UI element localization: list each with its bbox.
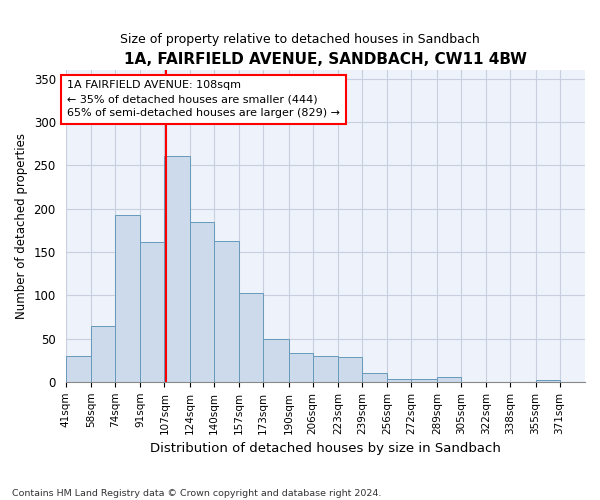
Text: 1A FAIRFIELD AVENUE: 108sqm
← 35% of detached houses are smaller (444)
65% of se: 1A FAIRFIELD AVENUE: 108sqm ← 35% of det…: [67, 80, 340, 118]
Bar: [388, 379, 412, 382]
Bar: [190, 222, 214, 382]
Bar: [91, 326, 115, 382]
Bar: [412, 379, 437, 382]
Bar: [214, 240, 239, 382]
Bar: [263, 338, 289, 382]
Bar: [164, 156, 190, 382]
X-axis label: Distribution of detached houses by size in Sandbach: Distribution of detached houses by size …: [150, 442, 501, 455]
Bar: [338, 356, 362, 382]
Bar: [115, 214, 140, 382]
Bar: [313, 356, 338, 382]
Bar: [437, 378, 461, 382]
Bar: [536, 380, 560, 382]
Bar: [239, 292, 263, 382]
Title: 1A, FAIRFIELD AVENUE, SANDBACH, CW11 4BW: 1A, FAIRFIELD AVENUE, SANDBACH, CW11 4BW: [124, 52, 527, 68]
Text: Contains HM Land Registry data © Crown copyright and database right 2024.: Contains HM Land Registry data © Crown c…: [12, 488, 382, 498]
Y-axis label: Number of detached properties: Number of detached properties: [15, 133, 28, 319]
Bar: [289, 353, 313, 382]
Text: Size of property relative to detached houses in Sandbach: Size of property relative to detached ho…: [120, 32, 480, 46]
Bar: [65, 356, 91, 382]
Bar: [362, 373, 388, 382]
Bar: [140, 242, 164, 382]
